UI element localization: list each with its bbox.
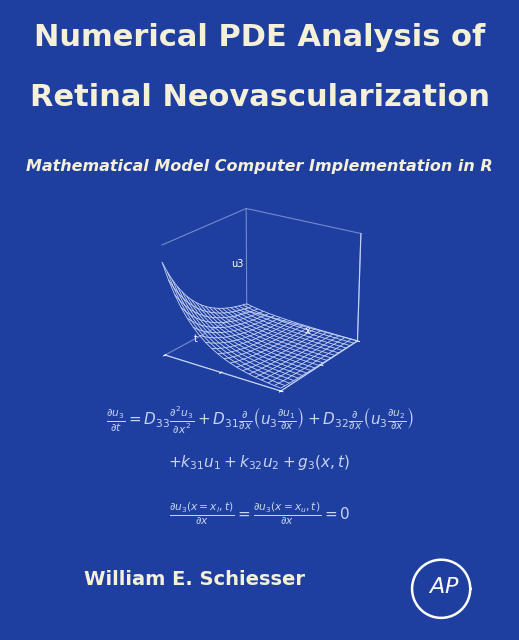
Text: $+k_{31}u_1 + k_{32}u_2 + g_3(x,t)$: $+k_{31}u_1 + k_{32}u_2 + g_3(x,t)$ [169, 452, 350, 472]
Text: $\mathit{P}$: $\mathit{P}$ [444, 577, 459, 597]
Text: Mathematical Model Computer Implementation in R: Mathematical Model Computer Implementati… [26, 159, 493, 174]
Text: William E. Schiesser: William E. Schiesser [84, 570, 305, 589]
Text: $\mathit{A}$: $\mathit{A}$ [428, 577, 445, 597]
Text: Numerical PDE Analysis of: Numerical PDE Analysis of [34, 23, 485, 52]
Text: $\frac{\partial u_3}{\partial t} = D_{33}\frac{\partial^2 u_3}{\partial x^2} + D: $\frac{\partial u_3}{\partial t} = D_{33… [105, 405, 414, 436]
Text: $\frac{\partial u_3(x=x_l,t)}{\partial x} = \frac{\partial u_3(x=x_u,t)}{\partia: $\frac{\partial u_3(x=x_l,t)}{\partial x… [169, 500, 350, 527]
Text: Retinal Neovascularization: Retinal Neovascularization [30, 83, 489, 113]
